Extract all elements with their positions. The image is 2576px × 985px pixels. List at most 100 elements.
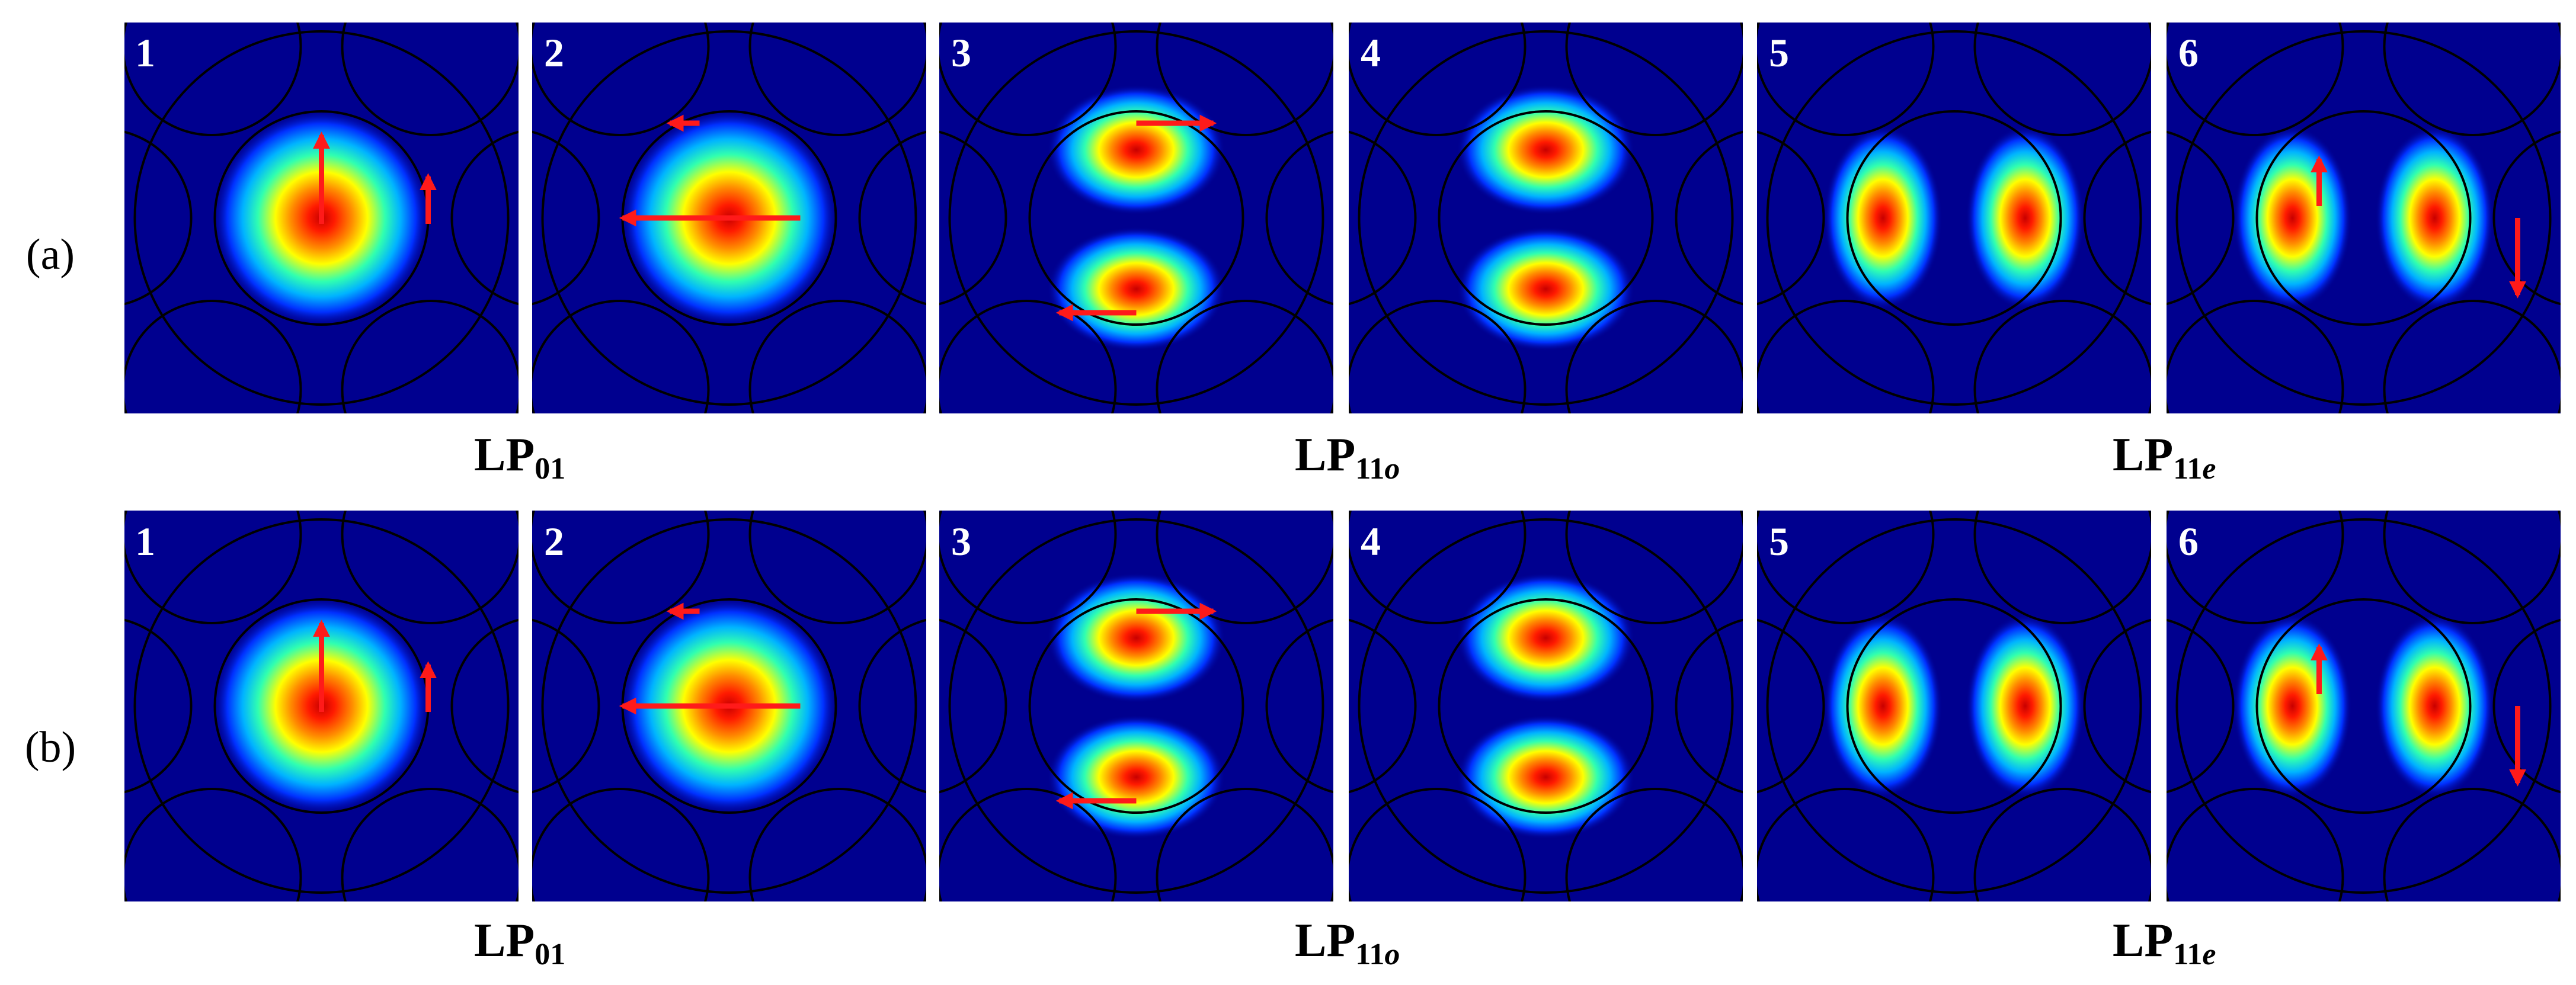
intensity-lobe — [2375, 614, 2494, 798]
outer-core-outline — [1349, 300, 1527, 413]
outer-core-outline — [939, 23, 1117, 136]
intensity-lobe — [1047, 85, 1225, 215]
mode-panel-b6 — [2167, 511, 2561, 901]
core-outline — [1438, 598, 1654, 814]
outer-core-outline — [2492, 130, 2561, 306]
outer-core-outline — [939, 300, 1117, 413]
outer-core-outline — [341, 23, 519, 136]
outer-core-outline — [124, 618, 193, 794]
core-outline — [1846, 598, 2062, 814]
outer-core-outline — [1565, 788, 1743, 901]
outer-core-outline — [1565, 300, 1743, 413]
outer-core-outline — [939, 618, 1007, 794]
panel-number-a6: 6 — [2178, 30, 2199, 75]
outer-core-outline — [1757, 300, 1935, 413]
mode-panel-a2 — [532, 23, 926, 413]
core-outline — [1438, 110, 1654, 326]
outer-core-outline — [1757, 130, 1825, 306]
outer-core-outline — [2167, 788, 2344, 901]
outer-core-outline — [450, 618, 519, 794]
outer-core-outline — [341, 511, 519, 624]
outer-core-outline — [1156, 511, 1333, 624]
cladding-outline — [133, 518, 510, 894]
field-background — [1757, 23, 2151, 413]
field-background — [2167, 23, 2561, 413]
outer-core-outline — [1565, 23, 1743, 136]
outer-core-outline — [2167, 511, 2344, 624]
field-background — [1349, 23, 1743, 413]
outer-core-outline — [124, 130, 193, 306]
intensity-lobe — [2233, 126, 2352, 310]
outer-core-outline — [748, 300, 926, 413]
mode-label-b-lp11e: LP11e — [2113, 915, 2216, 971]
outer-core-outline — [1349, 511, 1527, 624]
outer-core-outline — [2383, 788, 2561, 901]
outer-core-outline — [1349, 130, 1417, 306]
outer-core-outline — [2383, 23, 2561, 136]
intensity-lobe — [1047, 715, 1225, 839]
cladding-outline — [133, 30, 510, 406]
panel-number-b2: 2 — [544, 519, 564, 564]
cladding-outline — [541, 30, 917, 406]
outer-core-outline — [532, 618, 600, 794]
outer-core-outline — [2083, 618, 2151, 794]
cladding-outline — [948, 518, 1324, 894]
intensity-lobe — [1823, 126, 1943, 310]
mode-panel-a5 — [1757, 23, 2151, 413]
outer-core-outline — [939, 130, 1007, 306]
mode-panel-a1 — [124, 23, 519, 413]
outer-core-outline — [748, 511, 926, 624]
mode-panel-a6 — [2167, 23, 2561, 413]
outer-core-outline — [2167, 300, 2344, 413]
outer-core-outline — [124, 23, 302, 136]
panel-number-a2: 2 — [544, 30, 564, 75]
core-outline — [2255, 598, 2472, 814]
outer-core-outline — [1349, 618, 1417, 794]
outer-core-outline — [2167, 23, 2344, 136]
outer-core-outline — [2167, 618, 2235, 794]
intensity-lobe — [1047, 573, 1225, 703]
panel-number-b1: 1 — [135, 519, 155, 564]
core-outline — [1028, 110, 1244, 326]
panel-number-b3: 3 — [951, 519, 971, 564]
panel-number-b6: 6 — [2178, 519, 2199, 564]
outer-core-outline — [532, 130, 600, 306]
outer-core-outline — [748, 788, 926, 901]
panel-number-a3: 3 — [951, 30, 971, 75]
outer-core-outline — [2167, 130, 2235, 306]
outer-core-outline — [1757, 23, 1935, 136]
outer-core-outline — [532, 300, 710, 413]
core-outline — [1028, 598, 1244, 814]
intensity-lobe — [1457, 715, 1635, 839]
panel-number-a1: 1 — [135, 30, 155, 75]
mode-label-b-lp11o: LP11o — [1295, 915, 1400, 971]
mode-panel-a4 — [1349, 23, 1743, 413]
outer-core-outline — [1973, 788, 2151, 901]
outer-core-outline — [1156, 788, 1333, 901]
intensity-lobe — [2233, 614, 2352, 798]
outer-core-outline — [450, 130, 519, 306]
outer-core-outline — [1565, 511, 1743, 624]
field-background — [1757, 511, 2151, 901]
outer-core-outline — [532, 511, 710, 624]
outer-core-outline — [1265, 618, 1333, 794]
mode-label-a-lp11o: LP11o — [1295, 429, 1400, 486]
mode-panel-b4 — [1349, 511, 1743, 901]
panel-number-b5: 5 — [1769, 519, 1789, 564]
outer-core-outline — [1757, 788, 1935, 901]
mode-label-a-lp01: LP01 — [474, 429, 566, 486]
field-background — [939, 511, 1333, 901]
panel-number-b4: 4 — [1361, 519, 1381, 564]
panel-number-a4: 4 — [1361, 30, 1381, 75]
outer-core-outline — [532, 788, 710, 901]
mode-panel-b1 — [124, 511, 519, 901]
outer-core-outline — [1156, 300, 1333, 413]
intensity-lobe — [1047, 227, 1225, 351]
outer-core-outline — [1973, 23, 2151, 136]
outer-core-outline — [2083, 130, 2151, 306]
cladding-outline — [1766, 30, 2142, 406]
row-a-label: (a) — [25, 230, 75, 279]
intensity-lobe — [1457, 573, 1635, 703]
